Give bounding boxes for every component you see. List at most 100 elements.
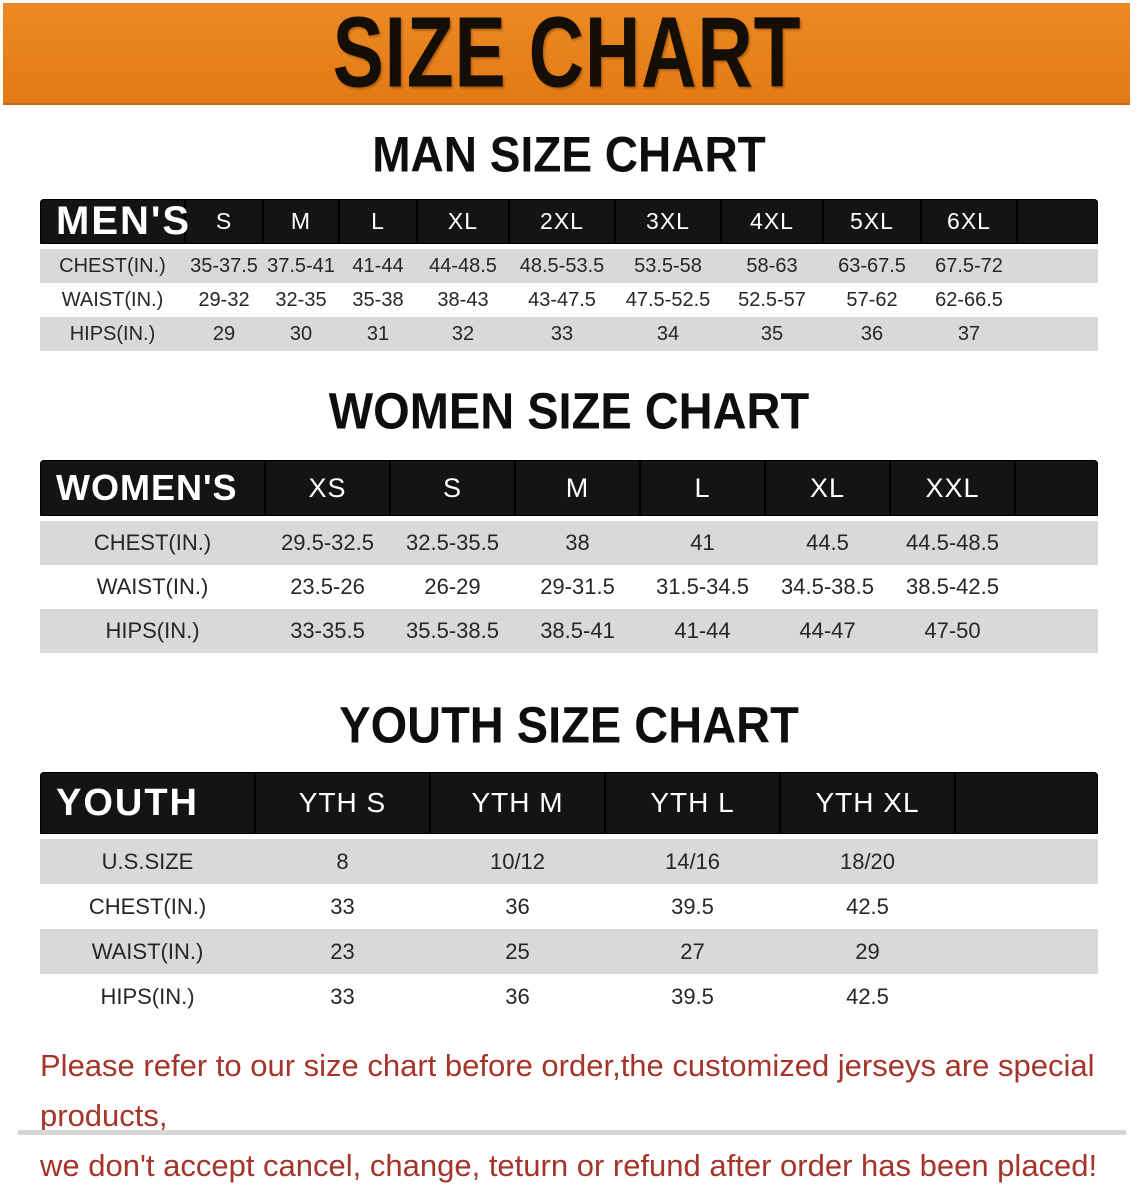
men-header-row: MEN'S S M L XL 2XL 3XL 4XL 5XL 6XL bbox=[40, 199, 1098, 249]
cell: 32 bbox=[451, 322, 475, 345]
row-label: CHEST(IN.) bbox=[93, 530, 212, 555]
table-row: U.S.SIZE 8 10/12 14/16 18/20 bbox=[40, 839, 1098, 884]
cell: 34.5-38.5 bbox=[781, 574, 874, 599]
column-header: M bbox=[515, 460, 640, 521]
cell: 39.5 bbox=[671, 983, 714, 1009]
table-row: HIPS(IN.) 33 36 39.5 42.5 bbox=[40, 974, 1098, 1019]
cell: 14/16 bbox=[664, 848, 721, 874]
cell: 36 bbox=[505, 983, 530, 1009]
cell: 44.5-48.5 bbox=[906, 530, 999, 555]
row-label: U.S.SIZE bbox=[101, 848, 194, 874]
column-header: S bbox=[185, 199, 263, 249]
cell: 42.5 bbox=[846, 983, 889, 1009]
column-header: M bbox=[263, 199, 339, 249]
cell: 47.5-52.5 bbox=[625, 288, 711, 311]
cell: 38-43 bbox=[437, 288, 489, 311]
column-header: L bbox=[339, 199, 417, 249]
column-header: YTH L bbox=[605, 772, 780, 839]
header-spacer bbox=[1017, 199, 1098, 249]
row-label: CHEST(IN.) bbox=[59, 254, 166, 277]
table-row: HIPS(IN.) 29 30 31 32 33 34 35 36 37 bbox=[40, 317, 1098, 351]
column-header: 4XL bbox=[721, 199, 823, 249]
size-chart-banner: SIZE CHART bbox=[3, 0, 1130, 108]
cell: 44-48.5 bbox=[429, 254, 497, 277]
column-header: YTH M bbox=[430, 772, 605, 839]
header-spacer bbox=[955, 772, 1098, 839]
cell: 32-35 bbox=[275, 288, 327, 311]
column-header: XS bbox=[265, 460, 390, 521]
row-spacer bbox=[1015, 521, 1098, 565]
row-spacer bbox=[955, 929, 1098, 974]
cell: 32.5-35.5 bbox=[406, 530, 499, 555]
column-header: XL bbox=[417, 199, 509, 249]
table-header-label: WOMEN'S bbox=[40, 460, 265, 521]
cell: 38.5-42.5 bbox=[906, 574, 999, 599]
cell: 58-63 bbox=[746, 254, 798, 277]
column-header: 3XL bbox=[615, 199, 721, 249]
cell: 48.5-53.5 bbox=[519, 254, 605, 277]
table-row: WAIST(IN.) 29-32 32-35 35-38 38-43 43-47.5 47.… bbox=[40, 283, 1098, 317]
women-size-table: WOMEN'S XS S M L XL XXL CHEST(IN.) 29.5-32.5 32.… bbox=[40, 460, 1098, 653]
row-label: WAIST(IN.) bbox=[96, 574, 209, 599]
women-header-row: WOMEN'S XS S M L XL XXL bbox=[40, 460, 1098, 521]
cell: 41 bbox=[690, 530, 715, 555]
cell: 25 bbox=[505, 938, 530, 964]
row-spacer bbox=[955, 974, 1098, 1019]
column-header: XL bbox=[765, 460, 890, 521]
cell: 27 bbox=[680, 938, 705, 964]
cell: 31.5-34.5 bbox=[656, 574, 749, 599]
row-label: HIPS(IN.) bbox=[69, 322, 156, 345]
table-row: WAIST(IN.) 23 25 27 29 bbox=[40, 929, 1098, 974]
cell: 47-50 bbox=[924, 618, 981, 643]
row-label: HIPS(IN.) bbox=[105, 618, 200, 643]
cell: 29-32 bbox=[198, 288, 250, 311]
men-size-table: MEN'S S M L XL 2XL 3XL 4XL 5XL 6XL CHEST(IN.) 35-3… bbox=[40, 199, 1098, 351]
cell: 36 bbox=[505, 893, 530, 919]
row-label: WAIST(IN.) bbox=[61, 288, 164, 311]
cell: 41-44 bbox=[352, 254, 404, 277]
table-row: CHEST(IN.) 33 36 39.5 42.5 bbox=[40, 884, 1098, 929]
column-header: XXL bbox=[890, 460, 1015, 521]
cell: 53.5-58 bbox=[634, 254, 702, 277]
cell: 29 bbox=[212, 322, 236, 345]
cell: 52.5-57 bbox=[738, 288, 806, 311]
cell: 10/12 bbox=[489, 848, 546, 874]
column-header: YTH S bbox=[255, 772, 430, 839]
table-header-label: YOUTH bbox=[40, 772, 255, 839]
banner-title: SIZE CHART bbox=[332, 0, 801, 109]
youth-header-row: YOUTH YTH S YTH M YTH L YTH XL bbox=[40, 772, 1098, 839]
cell: 39.5 bbox=[671, 893, 714, 919]
row-spacer bbox=[1017, 317, 1098, 351]
row-spacer bbox=[1015, 565, 1098, 609]
row-label: WAIST(IN.) bbox=[91, 938, 204, 964]
header-spacer bbox=[1015, 460, 1098, 521]
cell: 44.5 bbox=[806, 530, 849, 555]
cell: 44-47 bbox=[799, 618, 856, 643]
row-label: CHEST(IN.) bbox=[88, 893, 207, 919]
cell: 41-44 bbox=[674, 618, 731, 643]
cell: 42.5 bbox=[846, 893, 889, 919]
cell: 35-38 bbox=[352, 288, 404, 311]
cell: 43-47.5 bbox=[528, 288, 596, 311]
cell: 23 bbox=[330, 938, 355, 964]
youth-section-title: YOUTH SIZE CHART bbox=[339, 695, 799, 754]
row-spacer bbox=[1015, 609, 1098, 653]
column-header: 2XL bbox=[509, 199, 615, 249]
cell: 37 bbox=[957, 322, 981, 345]
cell: 38 bbox=[565, 530, 590, 555]
table-row: CHEST(IN.) 29.5-32.5 32.5-35.5 38 41 44.5 44.5… bbox=[40, 521, 1098, 565]
cell: 38.5-41 bbox=[540, 618, 615, 643]
cell: 31 bbox=[366, 322, 390, 345]
cell: 67.5-72 bbox=[935, 254, 1003, 277]
cell: 57-62 bbox=[846, 288, 898, 311]
column-header: S bbox=[390, 460, 515, 521]
cell: 8 bbox=[336, 848, 349, 874]
cell: 29.5-32.5 bbox=[281, 530, 374, 555]
column-header: L bbox=[640, 460, 765, 521]
column-header: 6XL bbox=[921, 199, 1017, 249]
cell: 33 bbox=[330, 893, 355, 919]
cell: 29 bbox=[855, 938, 880, 964]
cell: 33 bbox=[330, 983, 355, 1009]
table-row: CHEST(IN.) 35-37.5 37.5-41 41-44 44-48.5 48.5… bbox=[40, 249, 1098, 283]
cell: 29-31.5 bbox=[540, 574, 615, 599]
